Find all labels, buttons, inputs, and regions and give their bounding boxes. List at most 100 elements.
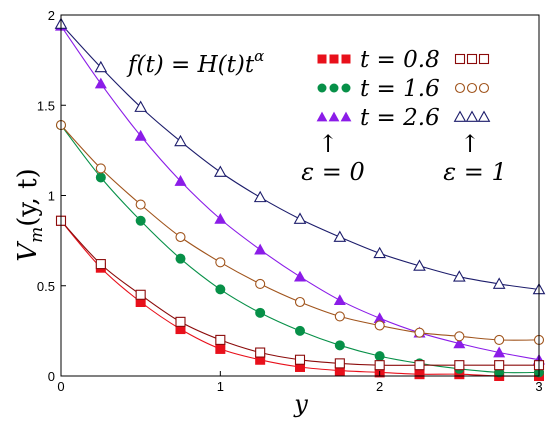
point-t0.8-eps0-3 (175, 324, 186, 335)
point-t0.8-eps1-7 (334, 358, 345, 369)
legend-marker-open-0-1 (466, 53, 478, 65)
point-t1.6-eps0-6 (295, 325, 305, 336)
point-t1.6-eps0-8 (374, 351, 385, 362)
point-t1.6-eps1-8 (374, 320, 385, 331)
legend-marker-filled-1-0 (317, 83, 327, 93)
x-axis-label: y (293, 390, 308, 418)
point-t0.8-eps1-2 (135, 289, 146, 300)
point-t2.6-eps0-5 (254, 243, 267, 255)
point-t2.6-eps1-11 (492, 277, 506, 289)
point-t2.6-eps0-3 (174, 175, 187, 186)
y-tick-label-0: 0 (48, 369, 55, 384)
point-t0.8-eps0-4 (215, 343, 226, 354)
x-tick-label-1: 1 (217, 379, 224, 394)
point-t0.8-eps1-3 (175, 316, 186, 327)
legend-marker-filled-0-0 (317, 54, 327, 64)
y-axis-label: Vm(y, t) (13, 168, 47, 261)
point-t2.6-eps1-6 (293, 212, 307, 224)
point-t2.6-eps0-2 (134, 129, 147, 141)
point-t2.6-eps1-1 (94, 60, 108, 73)
point-t2.6-eps0-8 (373, 312, 386, 324)
point-t0.8-eps1-11 (494, 360, 505, 371)
point-t2.6-eps0-11 (493, 346, 506, 358)
point-t1.6-eps0-5 (255, 307, 266, 318)
point-t0.8-eps1-6 (294, 354, 306, 365)
y-tick-label-2: 1 (48, 189, 55, 204)
point-t0.8-eps1-9 (414, 360, 425, 371)
point-t0.8-eps0-7 (334, 365, 345, 376)
x-tick-label-0: 0 (57, 379, 64, 394)
legend-marker-open-2-2 (477, 110, 491, 122)
legend-marker-open-1-1 (466, 82, 478, 94)
y-tick-label-4: 2 (48, 8, 55, 23)
legend-marker-open-0-2 (478, 53, 490, 65)
point-t2.6-eps1-5 (253, 190, 267, 203)
x-tick-label-2: 2 (376, 379, 383, 394)
point-t2.6-eps1-8 (373, 246, 387, 259)
point-t0.8-eps1-4 (215, 334, 226, 345)
point-t1.6-eps0-4 (215, 284, 226, 295)
point-t1.6-eps1-10 (454, 331, 465, 342)
legend-label-0: t = 0.8 (360, 47, 440, 73)
point-t1.6-eps1-6 (294, 296, 306, 308)
legend-marker-filled-0-2 (341, 54, 351, 64)
legend-marker-open-0-0 (454, 53, 466, 65)
point-t1.6-eps1-7 (334, 311, 345, 322)
point-t2.6-eps1-10 (452, 270, 466, 282)
y-tick-label-3: 1.5 (37, 98, 55, 113)
point-t1.6-eps1-2 (135, 199, 146, 210)
point-t1.6-eps0-3 (175, 253, 186, 264)
eps0-label: ε = 0 (301, 158, 365, 186)
legend-marker-open-1-2 (478, 82, 490, 94)
point-t1.6-eps1-9 (414, 327, 425, 338)
x-tick-label-3: 3 (535, 379, 542, 394)
point-t2.6-eps0-1 (94, 77, 107, 89)
point-t0.8-eps0-10 (454, 369, 465, 380)
point-t2.6-eps0-4 (214, 212, 227, 224)
point-t0.8-eps0-9 (414, 369, 425, 380)
arrow-eps0: ↑ (318, 130, 338, 158)
legend-marker-open-2-1 (465, 110, 479, 122)
point-t1.6-eps1-5 (255, 278, 266, 289)
y-ticks: 0 0.5 1 1.5 2 (37, 8, 66, 384)
point-t1.6-eps1-11 (494, 334, 505, 345)
point-t2.6-eps0-7 (333, 294, 346, 305)
point-t0.8-eps1-5 (255, 347, 266, 358)
point-t0.8-eps0-6 (295, 361, 305, 372)
legend-marker-filled-2-1 (328, 111, 340, 122)
legend: t = 0.8 t = 1.6 t = 2.6 (316, 47, 491, 131)
legend-marker-open-1-0 (454, 82, 466, 94)
point-t0.8-eps1-1 (95, 259, 106, 270)
legend-marker-open-2-0 (453, 110, 467, 122)
eps1-label: ε = 1 (443, 158, 507, 186)
point-t2.6-eps0-10 (453, 337, 466, 349)
legend-marker-filled-2-2 (340, 111, 352, 122)
formula-annotation: f(t) = H(t)tα (126, 47, 264, 78)
point-t0.8-eps1-8 (374, 360, 385, 371)
arrow-eps1: ↑ (460, 130, 480, 158)
legend-label-1: t = 1.6 (360, 76, 440, 102)
point-t1.6-eps0-1 (95, 172, 106, 183)
legend-marker-filled-1-2 (341, 83, 351, 93)
point-t1.6-eps1-4 (215, 257, 226, 268)
point-t2.6-eps1-7 (333, 230, 347, 242)
point-t2.6-eps1-4 (213, 165, 227, 177)
y-tick-label-1: 0.5 (37, 279, 55, 294)
point-t2.6-eps1-2 (134, 100, 148, 112)
legend-marker-filled-2-0 (316, 111, 328, 122)
point-t2.6-eps1-3 (174, 134, 187, 147)
legend-marker-filled-0-1 (329, 54, 339, 64)
point-t2.6-eps0-6 (294, 270, 306, 282)
point-t0.8-eps1-10 (454, 360, 465, 371)
point-t1.6-eps0-2 (135, 215, 146, 226)
x-ticks: 0 1 2 3 (57, 371, 543, 394)
point-t0.8-eps0-2 (135, 296, 146, 307)
point-t1.6-eps1-3 (175, 231, 186, 243)
point-t1.6-eps0-7 (334, 340, 345, 351)
legend-label-2: t = 2.6 (360, 105, 440, 131)
series-line-t0.8-eps1 (60, 220, 539, 366)
point-t0.8-eps0-5 (255, 354, 266, 365)
point-t1.6-eps1-1 (95, 163, 106, 174)
